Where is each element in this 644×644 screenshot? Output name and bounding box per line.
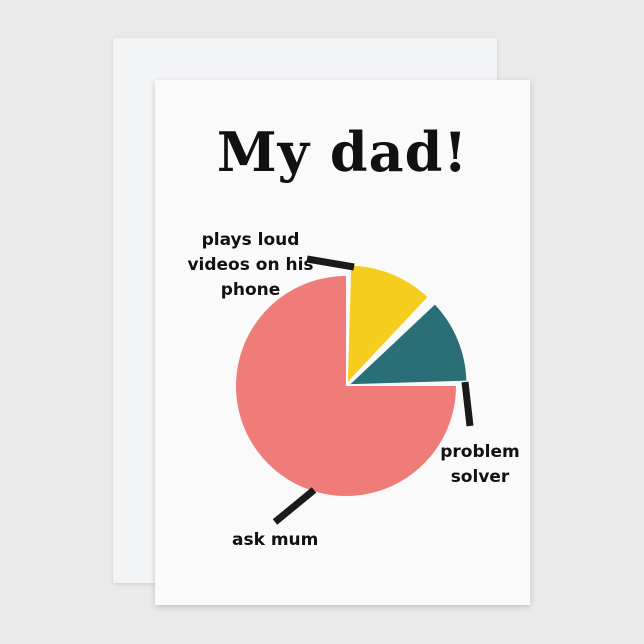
label-problem-solver: problem solver (440, 442, 520, 487)
pointer-line-ask-mum (272, 487, 317, 525)
label-plays-loud-videos: plays loud videos on his phone (187, 230, 314, 300)
slice-ask-mum (236, 276, 456, 496)
slice-plays-loud-videos (347, 265, 428, 382)
slice-problem-solver (350, 304, 467, 385)
label-ask-mum: ask mum (232, 530, 319, 550)
card-title: My dad! (216, 120, 469, 184)
pointer-line-videos (306, 255, 355, 271)
pointer-line-solver (461, 381, 474, 427)
